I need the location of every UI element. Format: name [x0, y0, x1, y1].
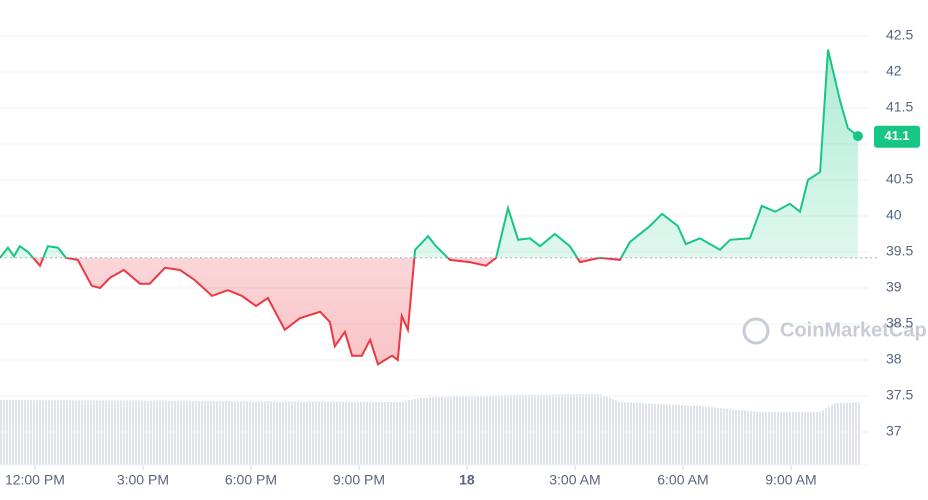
plot: [0, 49, 878, 366]
x-tick-label: 6:00 PM: [225, 472, 277, 488]
y-tick-label: 42: [886, 63, 902, 79]
last-price-label: 41.1: [884, 128, 909, 143]
y-tick-label: 42.5: [886, 27, 913, 43]
watermark-logo: [742, 317, 770, 345]
y-tick-label: 37.5: [886, 387, 913, 403]
axes: 3737.53838.53939.54040.54141.54242.512:0…: [0, 27, 920, 488]
last-point: [852, 131, 863, 142]
volume-band: [0, 394, 860, 465]
watermark: CoinMarketCap: [780, 319, 927, 341]
y-tick-label: 39.5: [886, 243, 913, 259]
y-tick-label: 39: [886, 279, 902, 295]
x-tick-label: 6:00 AM: [657, 472, 708, 488]
price-line-down: [0, 257, 623, 366]
area-down: [0, 257, 622, 365]
y-tick-label: 38.5: [886, 315, 913, 331]
x-tick-label: 3:00 PM: [117, 472, 169, 488]
x-tick-label: 18: [459, 472, 475, 488]
y-tick-label: 38: [886, 351, 902, 367]
area-up: [0, 49, 858, 258]
y-tick-label: 37: [886, 423, 902, 439]
y-tick-label: 40.5: [886, 171, 913, 187]
grid: [0, 35, 868, 433]
x-tick-label: 9:00 PM: [333, 472, 385, 488]
y-tick-label: 41.5: [886, 99, 913, 115]
last-price-box: [874, 125, 920, 148]
x-tick-label: 12:00 PM: [5, 472, 65, 488]
x-tick-label: 9:00 AM: [765, 472, 816, 488]
x-tick-label: 3:00 AM: [549, 472, 600, 488]
price-line-up: [0, 49, 859, 258]
y-tick-label: 40: [886, 207, 902, 223]
